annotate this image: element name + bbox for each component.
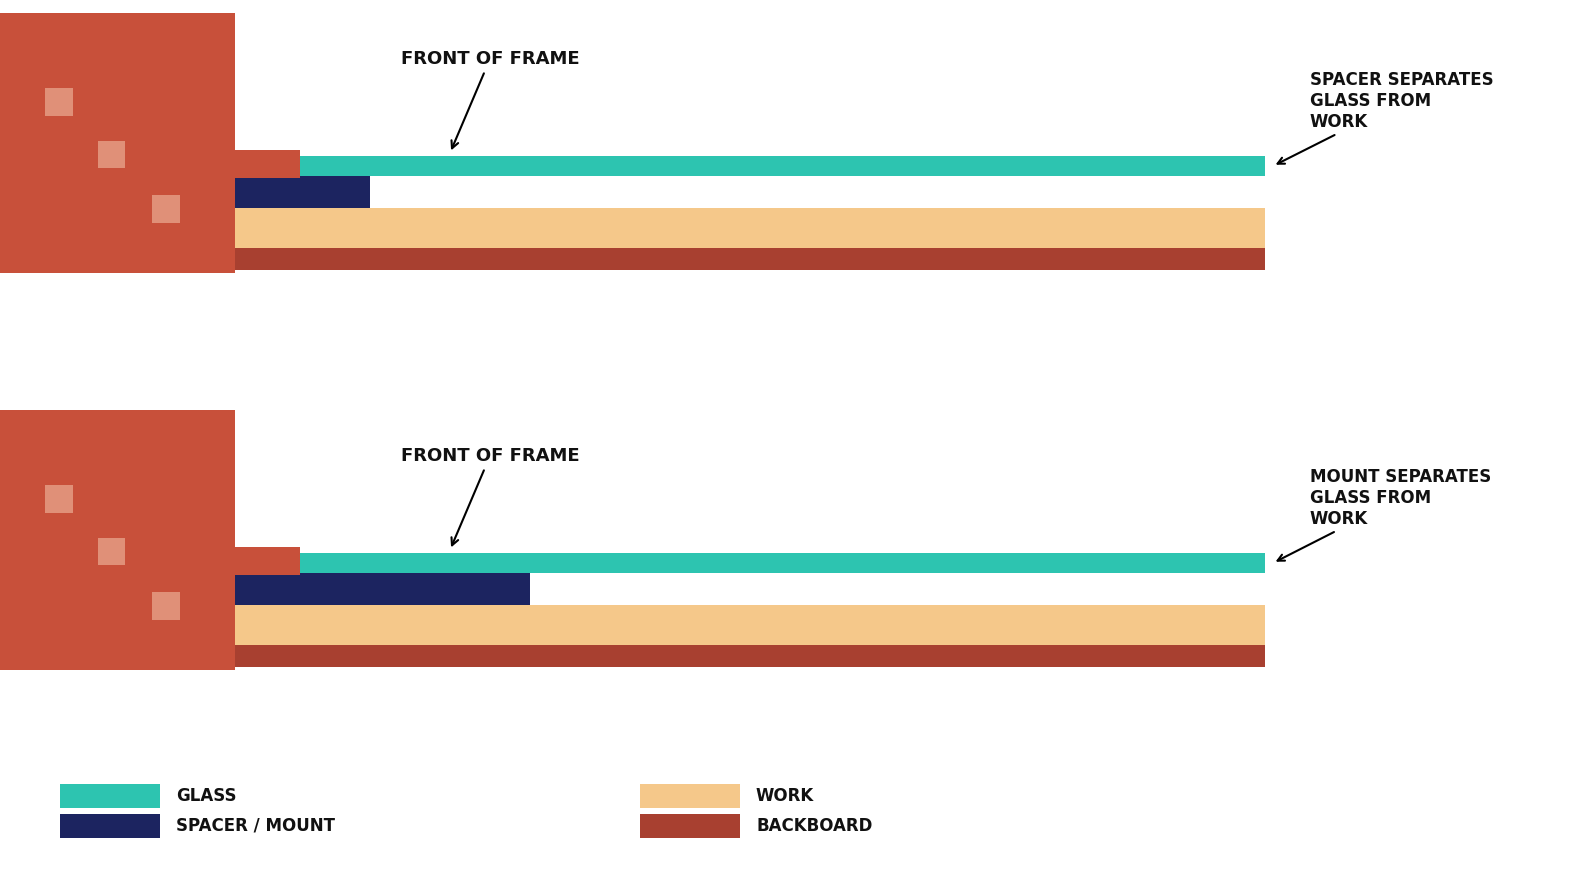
Bar [73,115,98,141]
Bar [179,620,206,647]
Polygon shape [73,115,230,273]
Polygon shape [44,88,230,273]
Text: SPACER SEPARATES
GLASS FROM
WORK: SPACER SEPARATES GLASS FROM WORK [1278,72,1494,164]
Polygon shape [206,250,230,273]
Text: BACKBOARD: BACKBOARD [757,817,872,835]
Bar [179,223,206,250]
Bar [152,592,179,620]
Bar [641,814,741,838]
Polygon shape [179,223,230,273]
Bar [21,63,44,88]
Polygon shape [125,565,230,670]
Polygon shape [21,63,230,273]
Polygon shape [206,250,230,273]
Bar [44,88,73,115]
Polygon shape [73,115,230,273]
Text: SPACER / MOUNT: SPACER / MOUNT [176,817,335,835]
Bar [125,565,152,592]
Bar [230,645,1266,667]
Polygon shape [152,196,230,273]
Bar [230,605,1266,645]
Bar [152,592,179,620]
Bar [230,176,370,208]
Polygon shape [98,141,230,273]
Bar [60,784,160,808]
Bar [152,196,179,223]
Bar [98,141,125,168]
Polygon shape [21,63,230,273]
Bar [125,168,152,196]
Bar [44,485,73,512]
Text: FRONT OF FRAME: FRONT OF FRAME [401,50,579,148]
Polygon shape [206,647,230,670]
Bar [230,156,1266,176]
Bar [44,485,73,512]
Bar [98,538,125,565]
Bar [230,248,1266,270]
Polygon shape [179,620,230,670]
Bar [73,512,98,538]
Bar [125,168,152,196]
Bar [230,553,1266,573]
Polygon shape [98,141,230,273]
Bar [230,208,1266,248]
Polygon shape [152,592,230,670]
Bar [21,460,44,485]
Bar [44,88,73,115]
Bar [0,13,235,273]
Bar [179,620,206,647]
Bar [98,538,125,565]
Polygon shape [21,460,230,670]
Polygon shape [152,196,230,273]
Polygon shape [206,647,230,670]
Text: FRONT OF FRAME: FRONT OF FRAME [401,447,579,546]
Bar [0,13,235,273]
Bar [0,445,235,670]
Polygon shape [179,620,230,670]
Polygon shape [125,168,230,273]
Polygon shape [179,223,230,273]
Bar [21,63,44,88]
Bar [21,460,44,485]
Polygon shape [125,168,230,273]
Polygon shape [44,88,230,273]
Polygon shape [21,460,230,670]
Polygon shape [44,485,230,670]
Bar [125,565,152,592]
Bar [0,48,235,273]
Bar [73,115,98,141]
Text: GLASS: GLASS [176,787,236,805]
Bar [98,141,125,168]
Polygon shape [98,538,230,670]
Bar [225,547,300,575]
Text: MOUNT SEPARATES
GLASS FROM
WORK: MOUNT SEPARATES GLASS FROM WORK [1278,469,1491,560]
Bar [225,150,300,178]
Polygon shape [73,512,230,670]
Bar [60,814,160,838]
Polygon shape [44,485,230,670]
Polygon shape [125,565,230,670]
Bar [0,410,235,670]
Bar [0,410,235,670]
Bar [230,573,530,605]
Bar [152,196,179,223]
Bar [73,512,98,538]
Polygon shape [73,512,230,670]
Bar [179,223,206,250]
Polygon shape [98,538,230,670]
Polygon shape [152,592,230,670]
Text: WORK: WORK [757,787,814,805]
Bar [641,784,741,808]
